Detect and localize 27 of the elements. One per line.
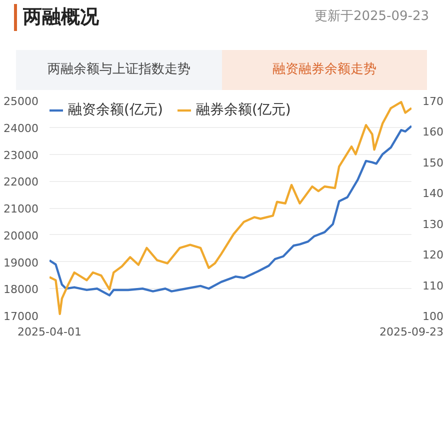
- y-tick-label: 21000: [4, 202, 39, 216]
- chart-subtitle: 更新于2025-09-23: [314, 8, 429, 26]
- y-tick-label: 24000: [4, 122, 39, 135]
- y2-tick-label: 170: [422, 95, 444, 108]
- legend-label: 融资余额(亿元): [68, 101, 163, 119]
- line-series: [50, 100, 412, 316]
- y2-tick-label: 150: [422, 156, 444, 170]
- line-series: [50, 124, 412, 296]
- y-tick-label: 20000: [4, 229, 39, 242]
- y2-tick-label: 130: [422, 218, 444, 231]
- y-tick-label: 17000: [4, 310, 39, 323]
- y-tick-label: 18000: [4, 283, 39, 296]
- text: 融资融券余额走势: [222, 50, 427, 90]
- y2-tick-label: 110: [422, 279, 444, 292]
- legend-label: 融券余额(亿元): [196, 101, 291, 119]
- y2-tick-label: 140: [422, 187, 444, 200]
- x-tick-label: 2025-09-23: [380, 326, 444, 338]
- y2-tick-label: 100: [422, 310, 444, 323]
- y2-tick-label: 160: [422, 126, 444, 139]
- chart-title: 两融概况: [14, 4, 99, 32]
- y2-tick-label: 120: [422, 248, 444, 262]
- y-tick-label: 23000: [4, 148, 39, 162]
- text: 两融余额与上证指数走势: [16, 50, 222, 90]
- x-tick-label: 2025-04-01: [18, 326, 82, 338]
- y-tick-label: 22000: [4, 176, 39, 189]
- y-tick-label: 25000: [4, 95, 39, 108]
- y-tick-label: 19000: [4, 256, 39, 270]
